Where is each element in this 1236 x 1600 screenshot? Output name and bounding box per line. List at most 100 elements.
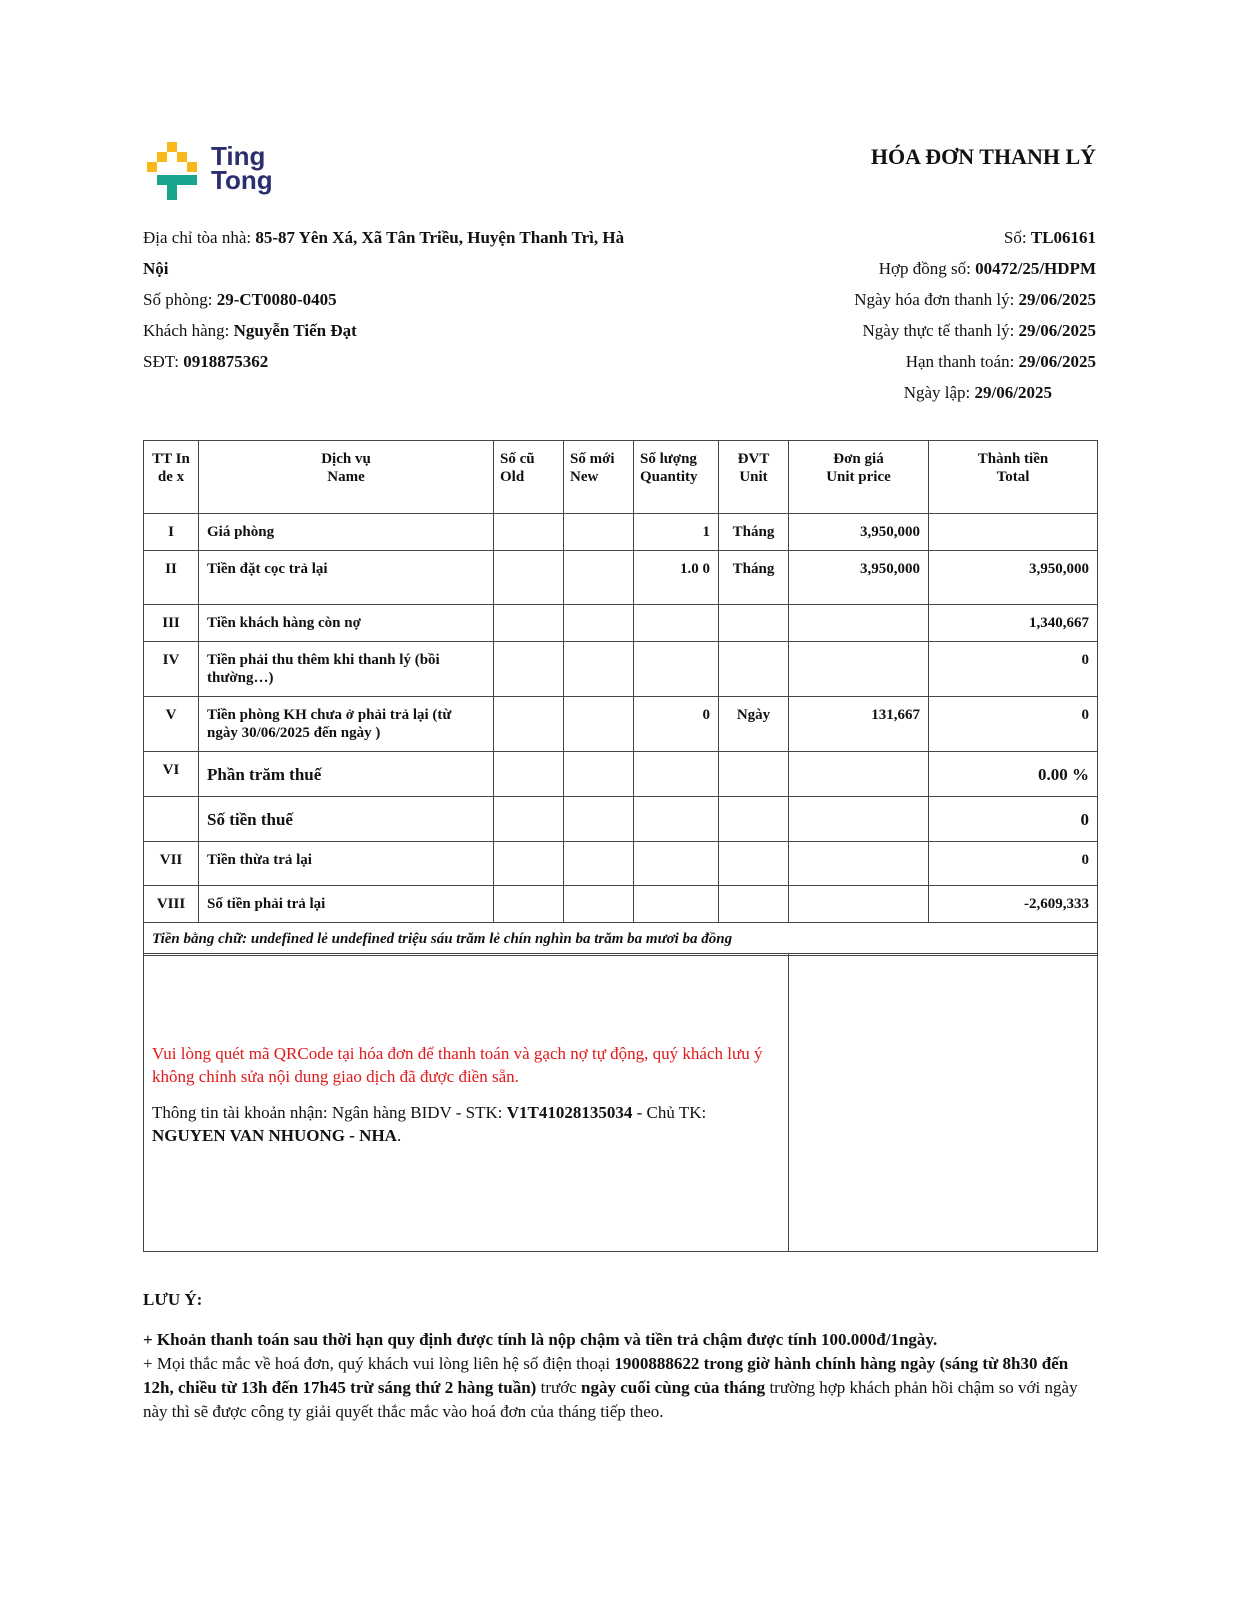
due-date-label: Hạn thanh toán: xyxy=(905,352,1019,371)
table-cell xyxy=(563,513,634,551)
table-cell xyxy=(633,841,719,886)
table-cell xyxy=(493,796,564,842)
table-row: III Tiền khách hàng còn nợ 1,340,667 xyxy=(143,604,1098,642)
table-row: VI Phần trăm thuế 0.00 % xyxy=(143,751,1098,797)
table-row: Số tiền thuế 0 xyxy=(143,796,1098,842)
phone-value: 0918875362 xyxy=(183,352,269,371)
created-date-label: Ngày lập: xyxy=(903,383,975,402)
address-label: Địa chỉ tòa nhà: xyxy=(143,228,256,247)
table-cell: 0 xyxy=(928,696,1098,752)
table-cell: 3,950,000 xyxy=(788,513,929,551)
table-cell xyxy=(563,796,634,842)
table-row: VIII Số tiền phải trả lại -2,609,333 xyxy=(143,885,1098,923)
table-cell: Ngày xyxy=(718,696,789,752)
table-cell: Tiền đặt cọc trả lại xyxy=(198,550,494,605)
column-header: ĐVT Unit xyxy=(718,440,789,514)
table-cell xyxy=(633,751,719,797)
amount-in-words-row: Tiền bằng chữ: undefined lẻ undefined tr… xyxy=(143,922,1098,956)
created-date-line: Ngày lập: 29/06/2025 xyxy=(854,377,1052,408)
column-header: TT Inde x xyxy=(143,440,199,514)
customer-value: Nguyễn Tiến Đạt xyxy=(233,321,357,340)
table-cell xyxy=(493,696,564,752)
qr-code-area-divider xyxy=(788,954,789,1251)
table-cell xyxy=(563,604,634,642)
table-cell xyxy=(788,641,929,697)
table-cell: 0 xyxy=(928,841,1098,886)
column-header: Số cũ Old xyxy=(493,440,564,514)
invoice-info: Số: TL06161 Hợp đồng số: 00472/25/HDPM N… xyxy=(854,222,1096,408)
account-suffix: . xyxy=(396,1126,402,1145)
table-cell: 3,950,000 xyxy=(928,550,1098,605)
address-value: 85-87 Yên Xá, Xã Tân Triều, Huyện Thanh … xyxy=(143,228,625,278)
table-cell: VIII xyxy=(143,885,199,923)
table-cell xyxy=(788,841,929,886)
table-row: V Tiền phòng KH chưa ở phải trả lại (từ n… xyxy=(143,696,1098,752)
table-cell xyxy=(493,604,564,642)
table-cell xyxy=(493,885,564,923)
tingtong-logo: Ting Tong xyxy=(143,140,293,204)
table-cell: Phần trăm thuế xyxy=(198,751,494,797)
table-cell: 0.00 % xyxy=(928,751,1098,797)
note-2-e: trường hợp khách phản hồi chậm so với ng… xyxy=(143,1378,1078,1421)
table-row: VII Tiền thừa trả lại 0 xyxy=(143,841,1098,886)
table-cell xyxy=(788,885,929,923)
notes: + Khoản thanh toán sau thời hạn quy định… xyxy=(143,1328,1093,1424)
table-cell: 0 xyxy=(928,641,1098,697)
room-value: 29-CT0080-0405 xyxy=(216,290,337,309)
invoice-date-line: Ngày hóa đơn thanh lý: 29/06/2025 xyxy=(854,284,1096,315)
table-cell xyxy=(928,513,1098,551)
table-cell: Tiền khách hàng còn nợ xyxy=(198,604,494,642)
invoice-no-value: TL06161 xyxy=(1030,228,1096,247)
table-cell xyxy=(563,841,634,886)
column-header: Đơn giá Unit price xyxy=(788,440,929,514)
note-2-a: + Mọi thắc mắc về hoá đơn, quý khách vui… xyxy=(143,1354,615,1373)
actual-date-line: Ngày thực tế thanh lý: 29/06/2025 xyxy=(854,315,1097,346)
address-line: Địa chỉ tòa nhà: 85-87 Yên Xá, Xã Tân Tr… xyxy=(143,222,643,284)
invoice-no-label: Số: xyxy=(1003,228,1031,247)
table-cell: Tiền phải thu thêm khi thanh lý (bồi thư… xyxy=(198,641,494,697)
account-prefix: Thông tin tài khoản nhận: Ngân hàng BIDV… xyxy=(152,1103,507,1122)
note-2-c: trước xyxy=(536,1378,581,1397)
column-header: Dịch vụ Name xyxy=(198,440,494,514)
table-cell: Tháng xyxy=(718,550,789,605)
table-cell xyxy=(633,641,719,697)
customer-line: Khách hàng: Nguyễn Tiến Đạt xyxy=(143,315,643,346)
qr-payment-warning: Vui lòng quét mã QRCode tại hóa đơn để t… xyxy=(152,1044,763,1086)
invoice-date-label: Ngày hóa đơn thanh lý: xyxy=(854,290,1019,309)
due-date-line: Hạn thanh toán: 29/06/2025 xyxy=(854,346,1096,377)
table-cell: V xyxy=(143,696,199,752)
table-cell xyxy=(633,604,719,642)
account-number: V1T41028135034 xyxy=(506,1103,633,1122)
logo-text-tong: Tong xyxy=(211,165,273,195)
table-cell xyxy=(718,751,789,797)
table-cell: Tháng xyxy=(718,513,789,551)
table-cell xyxy=(563,751,634,797)
column-header: Số mới New xyxy=(563,440,634,514)
note-line-1: + Khoản thanh toán sau thời hạn quy định… xyxy=(143,1328,1093,1352)
account-holder: NGUYEN VAN NHUONG - NHA xyxy=(152,1126,397,1145)
table-cell: II xyxy=(143,550,199,605)
contract-value: 00472/25/HDPM xyxy=(975,259,1096,278)
column-header: Số lượng Quantity xyxy=(633,440,719,514)
holder-prefix: - Chủ TK: xyxy=(632,1103,707,1122)
table-cell: 1 xyxy=(633,513,719,551)
bank-account-info: Thông tin tài khoản nhận: Ngân hàng BIDV… xyxy=(152,1101,782,1147)
table-cell: Số tiền phải trả lại xyxy=(198,885,494,923)
invoice-no-line: Số: TL06161 xyxy=(854,222,1096,253)
table-cell xyxy=(718,604,789,642)
logo-text-ting: Ting xyxy=(211,141,266,171)
table-cell xyxy=(633,885,719,923)
table-cell: -2,609,333 xyxy=(928,885,1098,923)
table-cell xyxy=(563,641,634,697)
customer-info: Địa chỉ tòa nhà: 85-87 Yên Xá, Xã Tân Tr… xyxy=(143,222,643,377)
table-cell xyxy=(788,604,929,642)
payment-box: Vui lòng quét mã QRCode tại hóa đơn để t… xyxy=(143,953,1098,1252)
document-title: HÓA ĐƠN THANH LÝ xyxy=(870,144,1096,169)
table-cell xyxy=(563,550,634,605)
table-cell xyxy=(718,885,789,923)
table-cell: VII xyxy=(143,841,199,886)
contract-line: Hợp đồng số: 00472/25/HDPM xyxy=(854,253,1096,284)
table-row: I Giá phòng 1 Tháng 3,950,000 xyxy=(143,513,1098,551)
phone-line: SĐT: 0918875362 xyxy=(143,346,643,377)
table-cell xyxy=(493,641,564,697)
